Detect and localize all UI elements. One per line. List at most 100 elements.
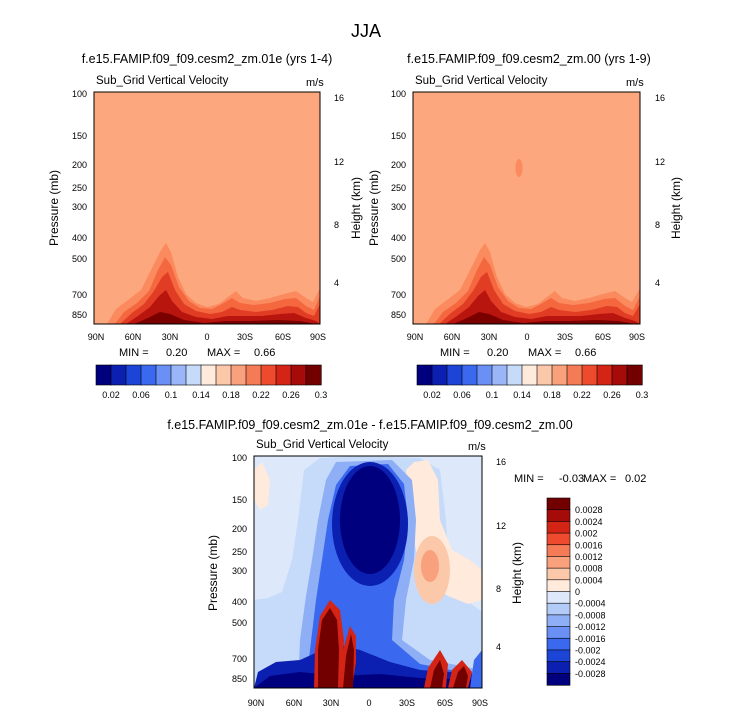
panel-c-frame bbox=[253, 455, 483, 689]
panel-c-xtick: 30N bbox=[323, 698, 340, 708]
colorbar-swatch bbox=[546, 579, 571, 593]
panel-a-contour-5 bbox=[134, 312, 316, 324]
panel-b-ytick: 100 bbox=[391, 89, 406, 99]
panel-c: f.e15.FAMIP.f09_f09.cesm2_zm.01e - f.e15… bbox=[167, 418, 646, 708]
colorbar-label: 0.22 bbox=[573, 390, 591, 400]
panel-a-ytick-right: 4 bbox=[334, 278, 339, 288]
colorbar-label: -0.002 bbox=[575, 645, 601, 655]
panel-b-ytick: 300 bbox=[391, 202, 406, 212]
panel-c-ytick-right: 12 bbox=[496, 521, 506, 531]
colorbar-swatch bbox=[491, 364, 508, 386]
colorbar-swatch bbox=[546, 591, 571, 604]
panel-a-frame bbox=[93, 91, 321, 325]
panel-b-max-value: 0.66 bbox=[575, 347, 596, 359]
panel-a-xtick: 30S bbox=[237, 332, 253, 342]
panel-a-ytick: 150 bbox=[72, 131, 87, 141]
colorbar-swatch bbox=[95, 364, 112, 386]
colorbar-label: 0.18 bbox=[222, 390, 240, 400]
panel-a-x-ticks: 90N 60N 30N 0 30S 60S 90S bbox=[88, 332, 326, 342]
panel-c-ytick: 150 bbox=[232, 495, 247, 505]
colorbar-swatch bbox=[170, 364, 187, 386]
panel-c-positive-red-2-core bbox=[343, 634, 354, 688]
panel-b-ytick: 500 bbox=[391, 254, 406, 264]
panel-c-xtick: 60S bbox=[437, 698, 453, 708]
colorbar-swatch bbox=[506, 364, 523, 386]
panel-b-ytick-right: 8 bbox=[655, 220, 660, 230]
panel-c-x-ticks: 90N 60N 30N 0 30S 60S 90S bbox=[248, 698, 488, 708]
panel-b-xtick: 30S bbox=[557, 332, 573, 342]
colorbar-swatch bbox=[200, 364, 217, 386]
panel-c-ytick: 200 bbox=[232, 524, 247, 534]
colorbar-swatch bbox=[215, 364, 232, 386]
panel-b-ylabel: Pressure (mb) bbox=[367, 170, 381, 246]
colorbar-label: 0.002 bbox=[575, 529, 598, 539]
panel-b-min-value: 0.20 bbox=[487, 347, 508, 359]
colorbar-label: -0.0004 bbox=[575, 599, 606, 609]
panel-b-upper-blob bbox=[515, 159, 523, 177]
panel-b-ytick-right: 12 bbox=[655, 157, 665, 167]
colorbar-swatch bbox=[546, 521, 571, 534]
panel-c-xtick: 90S bbox=[472, 698, 488, 708]
panel-c-ytick: 100 bbox=[232, 453, 247, 463]
panel-c-ytick: 850 bbox=[232, 674, 247, 684]
panel-a-stats: MIN = 0.20 MAX = 0.66 bbox=[119, 347, 275, 359]
panel-b-xtick: 90S bbox=[629, 332, 645, 342]
panel-c-units: m/s bbox=[468, 441, 486, 453]
panel-b-min-label: MIN = bbox=[440, 347, 470, 359]
panel-b-ytick: 250 bbox=[391, 183, 406, 193]
page-title: JJA bbox=[351, 21, 381, 41]
panel-c-field-label: Sub_Grid Vertical Velocity bbox=[256, 439, 389, 451]
colorbar-swatch bbox=[596, 364, 613, 386]
panel-b-ytick-right: 16 bbox=[655, 93, 665, 103]
colorbar-swatch bbox=[611, 364, 628, 386]
panel-b-units: m/s bbox=[626, 77, 644, 89]
colorbar-swatch bbox=[546, 544, 571, 558]
panel-a-ytick: 200 bbox=[72, 160, 87, 170]
colorbar-label: 0.1 bbox=[165, 390, 178, 400]
panel-b-field-label: Sub_Grid Vertical Velocity bbox=[415, 75, 548, 87]
panel-a-max-value: 0.66 bbox=[254, 347, 275, 359]
panel-a-xtick: 90S bbox=[310, 332, 326, 342]
panel-b: f.e15.FAMIP.f09_f09.cesm2_zm.00 (yrs 1-9… bbox=[367, 52, 683, 400]
panel-a-ytick: 300 bbox=[72, 202, 87, 212]
panel-a-contour-4 bbox=[126, 290, 320, 324]
panel-b-ytick-right: 4 bbox=[655, 278, 660, 288]
panel-b-ytick: 200 bbox=[391, 160, 406, 170]
colorbar-swatch bbox=[546, 509, 571, 522]
colorbar-label: 0.22 bbox=[252, 390, 270, 400]
colorbar-label: 0.0024 bbox=[575, 517, 603, 527]
colorbar-label: 0.3 bbox=[636, 390, 649, 400]
colorbar-swatch bbox=[140, 364, 157, 386]
colorbar-swatch bbox=[125, 364, 142, 386]
colorbar-label: 0.0028 bbox=[575, 505, 603, 515]
colorbar-swatch bbox=[521, 364, 538, 386]
panel-c-ytick: 500 bbox=[232, 618, 247, 628]
panel-a-title: f.e15.FAMIP.f09_f09.cesm2_zm.01e (yrs 1-… bbox=[82, 52, 333, 66]
colorbar-swatch bbox=[546, 532, 571, 546]
panel-a-ylabel-right: Height (km) bbox=[349, 177, 363, 239]
panel-a-min-value: 0.20 bbox=[166, 347, 187, 359]
panel-b-ytick: 150 bbox=[391, 131, 406, 141]
panel-a: f.e15.FAMIP.f09_f09.cesm2_zm.01e (yrs 1-… bbox=[47, 52, 363, 400]
panel-c-ytick-right: 8 bbox=[496, 584, 501, 594]
colorbar-swatch bbox=[260, 364, 277, 386]
colorbar-label: -0.0016 bbox=[575, 634, 606, 644]
panel-b-colorbar: 0.02 0.06 0.1 0.14 0.18 0.22 0.26 0.3 bbox=[416, 364, 649, 400]
panel-b-xtick: 30N bbox=[481, 332, 498, 342]
colorbar-label: 0.14 bbox=[192, 390, 210, 400]
panel-a-ytick: 850 bbox=[72, 310, 87, 320]
panel-c-min-value: -0.03 bbox=[559, 473, 584, 485]
panel-a-colorbar: 0.02 0.06 0.1 0.14 0.18 0.22 0.26 0.3 bbox=[95, 364, 327, 400]
panel-a-max-label: MAX = bbox=[207, 347, 240, 359]
colorbar-swatch bbox=[546, 614, 571, 628]
colorbar-swatch bbox=[566, 364, 583, 386]
colorbar-label: 0.06 bbox=[132, 390, 150, 400]
colorbar-label: 0.14 bbox=[513, 390, 531, 400]
panel-a-xtick: 30N bbox=[162, 332, 179, 342]
panel-a-ytick-right: 8 bbox=[334, 220, 339, 230]
panel-c-ytick-right: 4 bbox=[496, 642, 501, 652]
colorbar-swatch bbox=[551, 364, 568, 386]
colorbar-label: 0.0016 bbox=[575, 540, 603, 550]
colorbar-label: -0.0008 bbox=[575, 610, 606, 620]
